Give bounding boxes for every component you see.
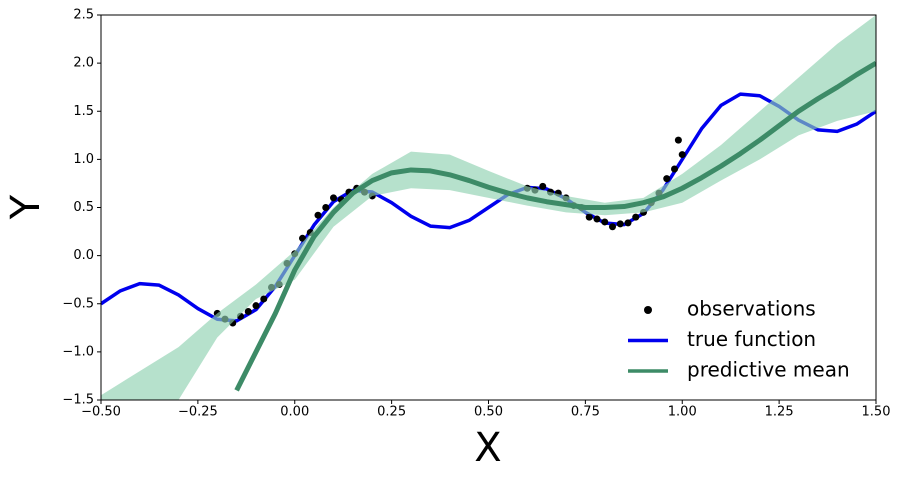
uncertainty-band — [101, 15, 876, 400]
observation-point — [314, 211, 322, 219]
x-tick-label: 0.25 — [377, 405, 406, 420]
observation-point — [252, 302, 260, 310]
x-tick-label: 0.75 — [571, 405, 600, 420]
y-tick-label: 2.0 — [73, 56, 94, 71]
x-tick-label: 1.50 — [862, 405, 891, 420]
observation-point — [624, 219, 632, 227]
legend: observations true function predictive mean — [628, 297, 850, 382]
x-tick-label: 1.00 — [668, 405, 697, 420]
y-tick-label: 1.0 — [73, 152, 94, 167]
observation-point — [609, 223, 616, 231]
x-tick-label: −0.50 — [81, 405, 121, 420]
observation-point — [601, 218, 609, 226]
plot-area — [101, 15, 876, 400]
observation-point — [330, 194, 337, 202]
observation-point — [260, 295, 268, 303]
y-tick-label: 2.5 — [73, 8, 94, 23]
x-axis-label: X — [474, 425, 501, 471]
x-tick-label: −0.25 — [178, 405, 218, 420]
observation-point — [663, 175, 671, 183]
observation-point — [671, 165, 678, 173]
y-tick-label: −0.5 — [62, 296, 94, 311]
y-tick-label: −1.5 — [62, 393, 94, 408]
observation-point — [593, 215, 601, 223]
axes: −0.50 −0.25 0.00 0.25 0.50 0.75 1.00 1.25 1.50 −1… — [62, 8, 890, 420]
y-tick-label: −1.0 — [62, 344, 94, 359]
observation-point — [322, 204, 330, 211]
legend-label: predictive mean — [687, 358, 850, 382]
observation-point — [632, 213, 640, 221]
observation-point — [678, 151, 686, 159]
legend-label: observations — [687, 297, 816, 321]
observation-point — [585, 213, 593, 221]
observation-point — [616, 220, 624, 228]
observation-point — [674, 136, 682, 144]
observation-point — [244, 307, 252, 315]
x-tick-label: 0.00 — [280, 405, 309, 420]
observation-point — [299, 234, 306, 242]
x-tick-label: 0.50 — [474, 405, 503, 420]
legend-marker — [644, 306, 652, 314]
legend-label: true function — [687, 327, 816, 351]
y-axis-label: Y — [3, 194, 49, 220]
y-tick-label: 0.0 — [73, 248, 94, 263]
x-tick-label: 1.25 — [765, 405, 794, 420]
y-tick-label: 1.5 — [73, 104, 94, 119]
observation-point — [539, 182, 547, 190]
series-line — [234, 60, 876, 392]
y-tick-label: 0.5 — [73, 200, 94, 215]
